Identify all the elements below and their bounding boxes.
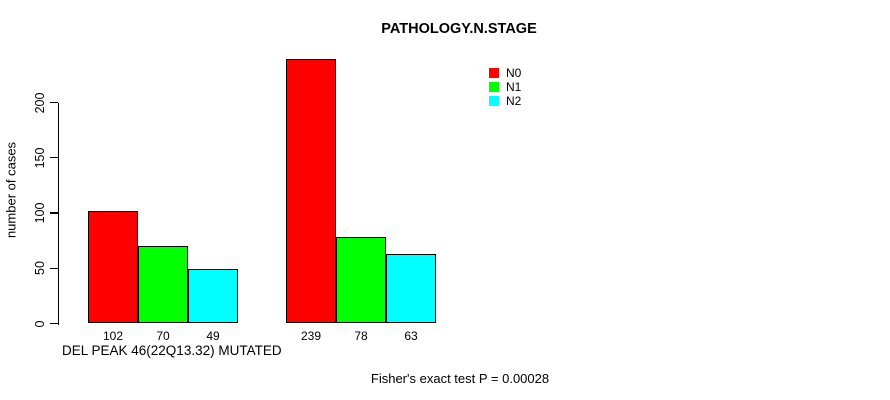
legend: N0 N1 N2: [489, 66, 521, 108]
legend-item-n2: N2: [489, 94, 521, 108]
legend-label-n1: N1: [506, 80, 522, 94]
bar-value-label: 49: [206, 328, 220, 343]
bar-value-label: 239: [300, 328, 322, 343]
y-axis-tick: [50, 157, 58, 159]
legend-item-n0: N0: [489, 66, 521, 80]
y-axis-line: [58, 102, 60, 325]
y-axis-tick: [50, 101, 58, 104]
y-axis-tick-label: 200: [32, 92, 47, 113]
bar-value-label: 70: [156, 328, 170, 343]
fisher-test-annotation: Fisher's exact test P = 0.00028: [370, 371, 550, 386]
bar-n1-group1: [138, 246, 188, 324]
bar-value-label: 63: [404, 328, 418, 343]
y-axis-tick-label: 150: [32, 147, 47, 169]
bar-n0-group1: [88, 210, 138, 324]
y-axis-tick: [50, 322, 58, 325]
legend-label-n0: N0: [506, 66, 522, 80]
legend-label-n2: N2: [506, 94, 522, 108]
x-axis-label: DEL PEAK 46(22Q13.32) MUTATED: [62, 343, 282, 358]
y-axis-tick-label: 50: [32, 261, 47, 276]
bar-value-label: 102: [102, 328, 124, 343]
legend-swatch-n1: [489, 82, 499, 92]
bar-value-label: 78: [354, 328, 368, 343]
y-axis-tick: [50, 212, 58, 214]
legend-swatch-n2: [489, 96, 499, 106]
y-axis-tick: [50, 267, 58, 269]
bar-n0-group2: [286, 59, 336, 324]
bar-n1-group2: [336, 237, 386, 324]
legend-swatch-n0: [489, 68, 499, 78]
chart-title: PATHOLOGY.N.STAGE: [381, 21, 537, 37]
y-axis-label: number of cases: [3, 141, 19, 239]
legend-item-n1: N1: [489, 80, 521, 94]
bar-n2-group2: [386, 253, 436, 324]
bar-n2-group1: [188, 269, 238, 324]
y-axis-tick-label: 0: [32, 320, 47, 327]
y-axis-tick-label: 100: [32, 202, 47, 224]
